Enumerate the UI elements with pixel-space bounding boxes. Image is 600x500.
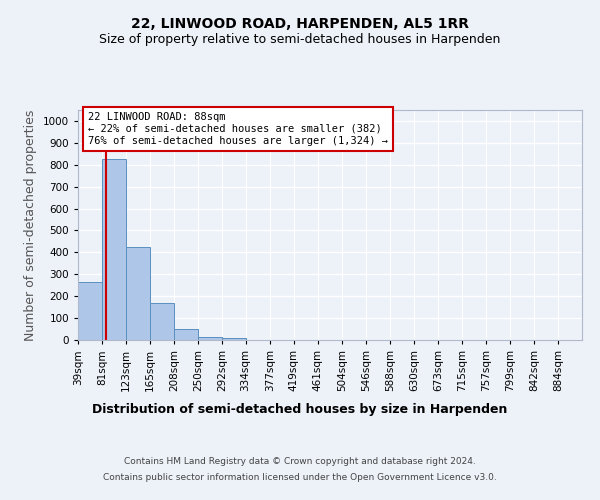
Text: Size of property relative to semi-detached houses in Harpenden: Size of property relative to semi-detach…	[100, 32, 500, 46]
Bar	[102, 160, 126, 340]
Bar	[174, 328, 198, 340]
Bar	[78, 282, 102, 340]
Text: Contains HM Land Registry data © Crown copyright and database right 2024.: Contains HM Land Registry data © Crown c…	[124, 458, 476, 466]
Text: 22 LINWOOD ROAD: 88sqm
← 22% of semi-detached houses are smaller (382)
76% of se: 22 LINWOOD ROAD: 88sqm ← 22% of semi-det…	[88, 112, 388, 146]
Y-axis label: Number of semi-detached properties: Number of semi-detached properties	[24, 110, 37, 340]
Bar	[222, 338, 245, 340]
Bar	[198, 336, 222, 340]
Bar	[149, 303, 174, 340]
Bar	[126, 247, 149, 340]
Text: 22, LINWOOD ROAD, HARPENDEN, AL5 1RR: 22, LINWOOD ROAD, HARPENDEN, AL5 1RR	[131, 18, 469, 32]
Text: Distribution of semi-detached houses by size in Harpenden: Distribution of semi-detached houses by …	[92, 402, 508, 415]
Text: Contains public sector information licensed under the Open Government Licence v3: Contains public sector information licen…	[103, 472, 497, 482]
